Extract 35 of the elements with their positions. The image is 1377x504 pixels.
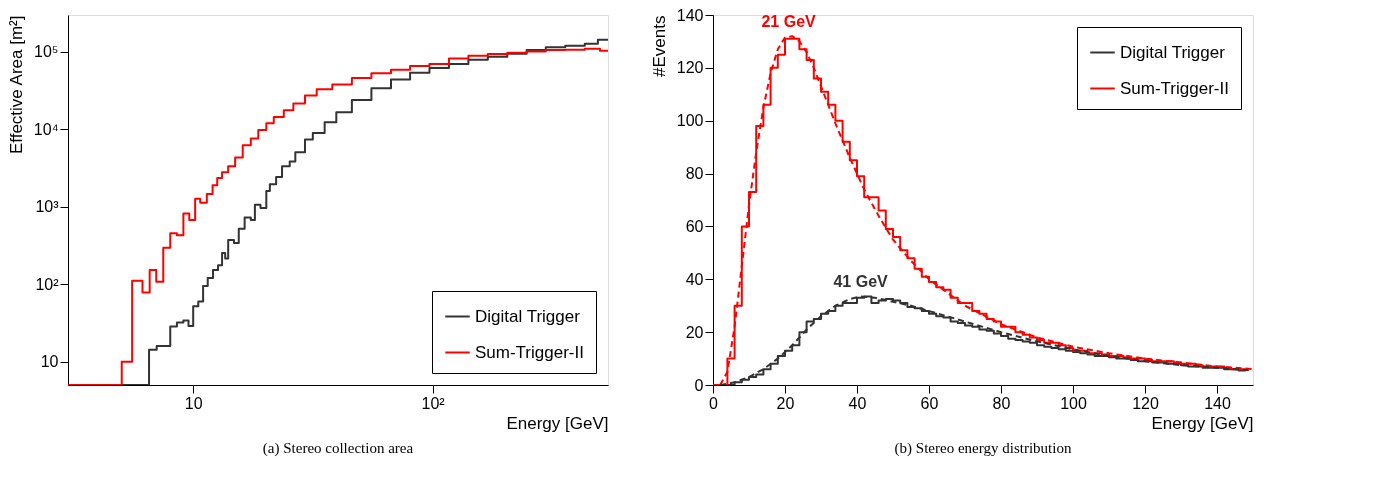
x-tick-label: 100 (1060, 394, 1087, 412)
y-tick-label: 40 (685, 270, 704, 288)
x-tick-label: 20 (776, 394, 795, 412)
text: (a) Stereo collection area (262, 440, 414, 457)
y-axis-title: #Events (649, 15, 669, 77)
y-tick-label: 0 (694, 376, 704, 394)
legend-label: Sum-Trigger-II (1120, 78, 1229, 98)
y-tick-label: 10² (35, 275, 60, 293)
y-tick-label: 10⁴ (33, 120, 59, 138)
y-tick-label: 20 (685, 323, 704, 341)
y-tick-label: 60 (685, 217, 704, 235)
x-tick-label: 80 (992, 394, 1011, 412)
x-tick-label: 10 (184, 394, 203, 412)
x-tick-label: 60 (920, 394, 939, 412)
text: (b) Stereo energy distribution (894, 440, 1072, 457)
legend-label: Digital Trigger (475, 306, 581, 326)
y-tick-label: 80 (685, 165, 704, 183)
legend-label: Digital Trigger (1120, 42, 1226, 62)
x-tick-label: 120 (1132, 394, 1159, 412)
y-tick-label: 100 (676, 112, 704, 130)
x-tick-label: 0 (709, 394, 719, 412)
y-tick-label: 10 (40, 353, 59, 371)
x-axis-title: Energy [GeV] (506, 413, 609, 433)
x-tick-label: 10² (421, 394, 446, 412)
legend-label: Sum-Trigger-II (475, 342, 584, 362)
annotation: 41 GeV (833, 273, 889, 291)
x-tick-label: 140 (1204, 394, 1231, 412)
x-tick-label: 40 (848, 394, 867, 412)
y-tick-label: 140 (676, 6, 704, 24)
x-axis-title: Energy [GeV] (1151, 413, 1254, 433)
annotation: 21 GeV (761, 13, 817, 31)
y-tick-label: 10⁵ (34, 43, 59, 61)
y-tick-label: 120 (676, 59, 704, 77)
y-tick-label: 10³ (35, 198, 60, 216)
y-axis-title: Effective Area [m²] (6, 15, 26, 155)
